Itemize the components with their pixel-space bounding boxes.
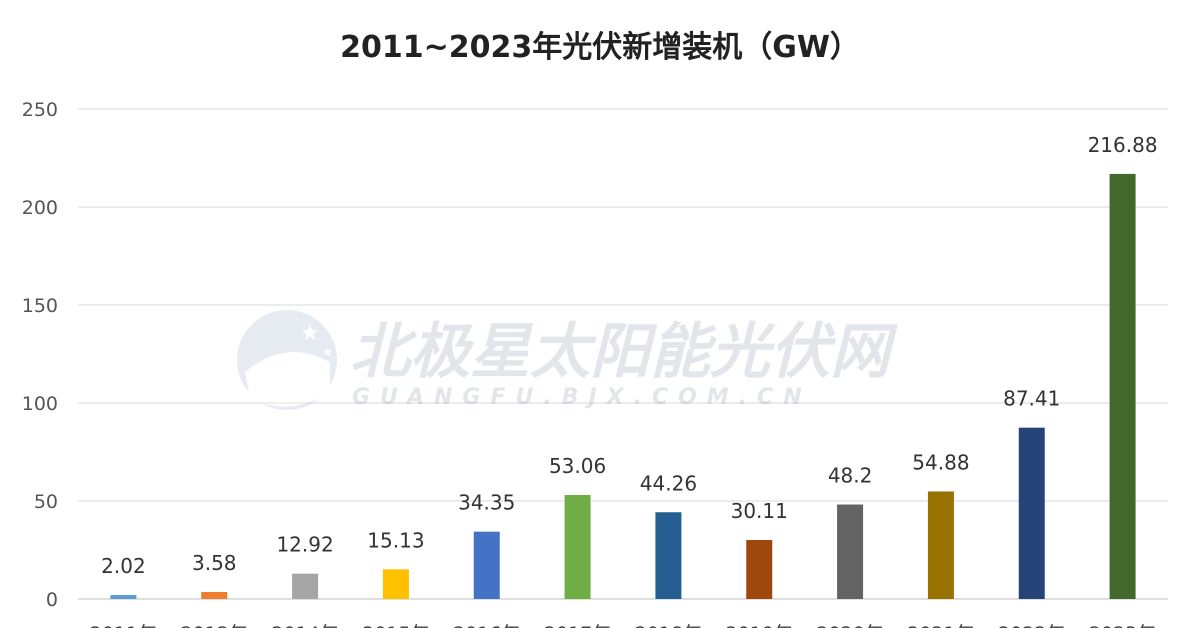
x-tick-label: 2021年 — [907, 623, 974, 628]
watermark-text-cn: 北极星太阳能光伏网 — [350, 317, 898, 387]
x-axis-labels: 2011年 2012年 2014年 2015年 2016年 2017年 2018年 2019年… — [90, 623, 1157, 628]
x-tick-label: 2023年 — [1089, 623, 1156, 628]
bar — [746, 539, 773, 599]
y-tick-label: 50 — [34, 491, 58, 513]
x-tick-label: 2012年 — [181, 623, 248, 628]
bars — [110, 173, 1136, 599]
x-tick-label: 2018年 — [635, 623, 702, 628]
bar — [1018, 427, 1045, 599]
bar — [927, 491, 954, 599]
x-tick-label: 2014年 — [271, 623, 338, 628]
bar — [1109, 173, 1136, 599]
y-axis-ticks: 0 50 100 150 200 250 — [22, 99, 58, 611]
bar — [292, 573, 319, 599]
x-tick-label: 2011年 — [90, 623, 157, 628]
data-label: 87.41 — [1003, 387, 1060, 411]
data-label: 44.26 — [640, 471, 697, 495]
data-label: 34.35 — [458, 491, 515, 515]
data-labels: 2.02 3.58 12.92 15.13 34.35 53.06 44.26 30.11 48… — [101, 133, 1157, 578]
x-tick-label: 2020年 — [816, 623, 883, 628]
watermark-text-en: GUANGFU.BJX.COM.CN — [352, 385, 812, 410]
bar — [382, 569, 409, 599]
data-label: 48.2 — [828, 464, 873, 488]
watermark-logo: ★ ★ 北极星太阳能光伏网 GUANGFU.BJX.COM.CN — [237, 310, 898, 410]
x-tick-label: 2015年 — [362, 623, 429, 628]
data-label: 53.06 — [549, 454, 606, 478]
gridlines — [78, 108, 1168, 600]
data-label: 15.13 — [367, 528, 424, 552]
chart-title: 2011~2023年光伏新增装机（GW） — [340, 30, 860, 65]
x-tick-label: 2017年 — [544, 623, 611, 628]
bar — [473, 531, 500, 599]
bar — [655, 512, 682, 599]
data-label: 54.88 — [912, 450, 969, 474]
y-tick-label: 200 — [22, 197, 58, 219]
bar — [564, 495, 591, 599]
y-tick-label: 150 — [22, 295, 58, 317]
x-tick-label: 2019年 — [726, 623, 793, 628]
y-tick-label: 100 — [22, 393, 58, 415]
y-tick-label: 0 — [46, 589, 58, 611]
watermark-star-small-icon: ★ — [322, 345, 333, 359]
y-tick-label: 250 — [22, 99, 58, 121]
watermark-swoosh-icon — [245, 352, 330, 407]
watermark-circle-icon — [237, 310, 337, 410]
data-label: 30.11 — [731, 499, 788, 523]
data-label: 12.92 — [276, 533, 333, 557]
x-tick-label: 2016年 — [453, 623, 520, 628]
data-label: 216.88 — [1088, 133, 1158, 157]
bar — [110, 595, 137, 599]
bar — [201, 591, 228, 599]
watermark-star-icon: ★ — [300, 321, 320, 346]
data-label: 3.58 — [192, 551, 237, 575]
data-label: 2.02 — [101, 554, 146, 578]
bar — [837, 504, 864, 599]
x-tick-label: 2022年 — [998, 623, 1065, 628]
